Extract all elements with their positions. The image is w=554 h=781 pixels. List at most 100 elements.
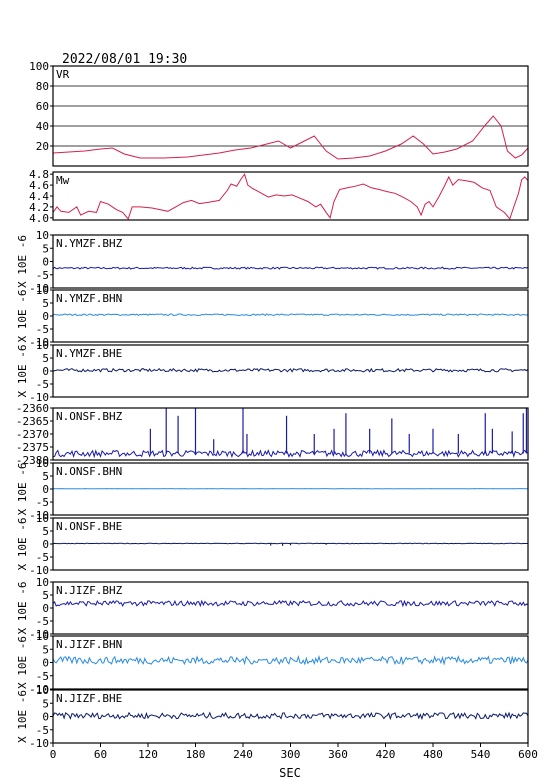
y-tick-label: 0 (42, 657, 49, 670)
panel-frame (52, 171, 529, 221)
y-tick-label: -10 (29, 282, 49, 295)
y-tick-label: 0 (42, 256, 49, 269)
panel-label: N.YMZF.BHN (56, 292, 122, 305)
y-tick-label: -2370 (16, 428, 49, 441)
y-tick-label: 10 (36, 630, 49, 643)
y-tick-label: -10 (29, 391, 49, 404)
series-line (52, 115, 529, 160)
vr-panel: 100 80 60 40 20 VR (29, 60, 529, 167)
series-line (52, 599, 529, 608)
y-axis-label: X 10E -6 (16, 582, 29, 635)
x-tick-label: 360 (328, 748, 348, 761)
panels-group: 10080604020VR4.84.64.44.24.0Mw1050-5-10N… (16, 60, 529, 750)
series-line (52, 367, 529, 373)
y-tick-label: 100 (29, 60, 49, 73)
series-line (52, 266, 529, 270)
panel-frame (52, 407, 529, 461)
y-tick-label: -2375 (16, 441, 49, 454)
y-tick-label: 10 (36, 512, 49, 525)
y-axis-label: X 10E -6 (16, 690, 29, 743)
y-axis-label: X 10E -6 (16, 235, 29, 288)
y-tick-label: 20 (36, 140, 49, 153)
panel-frame (52, 462, 529, 516)
y-tick-label: -5 (36, 269, 49, 282)
y-tick-label: 4.6 (29, 179, 49, 192)
series-line (52, 711, 529, 721)
x-tick-label: 480 (423, 748, 443, 761)
y-tick-label: -10 (29, 737, 49, 750)
y-tick-label: 4.8 (29, 168, 49, 181)
x-tick-label: 420 (376, 748, 396, 761)
y-tick-label: 5 (42, 697, 49, 710)
panel-label: N.JIZF.BHE (56, 692, 122, 705)
panel-label: N.ONSF.BHN (56, 465, 122, 478)
panel-label: N.YMZF.BHE (56, 347, 122, 360)
y-tick-label: 80 (36, 80, 49, 93)
y-tick-label: -10 (29, 628, 49, 641)
panel-frame (52, 581, 529, 635)
y-tick-label: 5 (42, 297, 49, 310)
y-tick-label: 10 (36, 339, 49, 352)
panel-frame (52, 344, 529, 398)
y-axis-label: X 10E -6 (16, 290, 29, 343)
y-tick-label: 4.4 (29, 190, 49, 203)
y-tick-label: -5 (36, 615, 49, 628)
panel-frame (52, 517, 529, 571)
y-tick-label: 5 (42, 352, 49, 365)
y-axis-label: X 10E -6 (16, 345, 29, 398)
trace-onsf-bhz: -2360-2365-2370-2375-2380 N.ONSF.BHZ (16, 402, 529, 467)
panel-label: VR (56, 68, 70, 81)
y-tick-label: 5 (42, 643, 49, 656)
x-tick-label: 180 (186, 748, 206, 761)
x-tick-label: 60 (94, 748, 107, 761)
y-tick-label: -2380 (16, 454, 49, 467)
x-tick-label: 600 (518, 748, 538, 761)
y-tick-label: -5 (36, 670, 49, 683)
y-tick-label: 40 (36, 120, 49, 133)
panel-frame (52, 65, 529, 167)
panel-frame (52, 289, 529, 343)
y-tick-label: -10 (29, 683, 49, 696)
y-tick-label: -5 (36, 724, 49, 737)
series-line (52, 654, 529, 666)
series-line (52, 542, 528, 545)
panel-label: N.JIZF.BHZ (56, 584, 123, 597)
y-tick-label: -10 (29, 336, 49, 349)
series-line (52, 173, 529, 220)
y-tick-label: 0 (42, 602, 49, 615)
panel-label: N.JIZF.BHN (56, 638, 122, 651)
y-tick-label: 0 (42, 538, 49, 551)
y-tick-label: 5 (42, 589, 49, 602)
y-tick-label: 10 (36, 229, 49, 242)
y-tick-label: -2365 (16, 415, 49, 428)
x-axis-label: SEC (279, 766, 301, 780)
y-axis-label: X 10E -6 (16, 636, 29, 689)
y-tick-label: 0 (42, 483, 49, 496)
y-tick-label: -5 (36, 378, 49, 391)
x-tick-label: 300 (281, 748, 301, 761)
y-tick-label: 5 (42, 242, 49, 255)
panel-label: Mw (56, 174, 70, 187)
y-tick-label: 0 (42, 310, 49, 323)
y-tick-label: -5 (36, 496, 49, 509)
panel-label: N.ONSF.BHE (56, 520, 122, 533)
timestamp-label: 2022/08/01 19:30 (62, 52, 187, 67)
y-axis-label: X 10E -6 (16, 463, 29, 516)
y-tick-label: 10 (36, 684, 49, 697)
y-tick-label: -2360 (16, 402, 49, 415)
y-axis-label: X 10E -6 (16, 518, 29, 571)
y-tick-label: 10 (36, 284, 49, 297)
y-tick-label: 0 (42, 365, 49, 378)
y-tick-label: 10 (36, 576, 49, 589)
y-tick-label: -10 (29, 509, 49, 522)
series-line (52, 313, 528, 317)
series-line (52, 448, 529, 459)
